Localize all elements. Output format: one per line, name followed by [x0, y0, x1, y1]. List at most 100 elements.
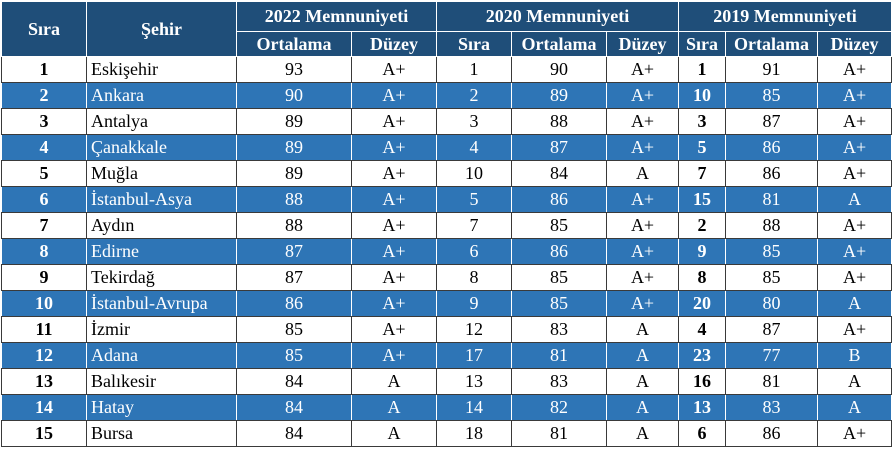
- cell-2022-duzey: A+: [351, 160, 437, 187]
- cell-2020-sira: 9: [436, 290, 512, 317]
- cell-city: Bursa: [86, 420, 237, 447]
- header-2022-ortalama: Ortalama: [236, 31, 352, 57]
- cell-2019-ortalama: 87: [725, 108, 819, 135]
- cell-2019-ortalama: 81: [725, 186, 819, 213]
- cell-2022-duzey: A+: [351, 56, 437, 83]
- cell-city: Edirne: [86, 238, 237, 265]
- cell-2020-ortalama: 86: [511, 238, 607, 265]
- header-2019-sira: Sıra: [678, 31, 727, 57]
- cell-city: Aydın: [86, 212, 237, 239]
- header-2020-sira: Sıra: [436, 31, 512, 57]
- table-row: 11 İzmir 85 A+ 12 83 A 4 87 A+: [1, 316, 892, 343]
- header-2020-duzey: Düzey: [605, 31, 680, 57]
- cell-2020-ortalama: 81: [511, 342, 607, 369]
- table-row: 12 Adana 85 A+ 17 81 A 23 77 B: [1, 342, 892, 369]
- cell-2020-duzey: A+: [605, 186, 680, 213]
- table-row: 8 Edirne 87 A+ 6 86 A+ 9 85 A+: [1, 238, 892, 265]
- header-2022-duzey: Düzey: [351, 31, 437, 57]
- cell-2020-sira: 7: [436, 212, 512, 239]
- header-sehir: Şehir: [86, 1, 237, 57]
- table-row: 9 Tekirdağ 87 A+ 8 85 A+ 8 85 A+: [1, 264, 892, 291]
- cell-2019-sira: 4: [678, 316, 727, 343]
- cell-2020-duzey: A: [605, 342, 680, 369]
- cell-2019-duzey: A+: [817, 238, 892, 265]
- header-2019: 2019 Memnuniyeti: [678, 1, 892, 32]
- cell-city: Hatay: [86, 394, 237, 421]
- cell-2019-ortalama: 88: [725, 212, 819, 239]
- cell-2022-duzey: A: [351, 420, 437, 447]
- cell-city: Eskişehir: [86, 56, 237, 83]
- cell-2019-ortalama: 80: [725, 290, 819, 317]
- cell-2022-duzey: A+: [351, 82, 437, 109]
- cell-2022-ortalama: 89: [236, 108, 352, 135]
- table-row: 10 İstanbul-Avrupa 86 A+ 9 85 A+ 20 80 A: [1, 290, 892, 317]
- cell-2019-sira: 20: [678, 290, 727, 317]
- cell-2019-ortalama: 83: [725, 394, 819, 421]
- table-row: 4 Çanakkale 89 A+ 4 87 A+ 5 86 A+: [1, 134, 892, 161]
- cell-2022-ortalama: 87: [236, 238, 352, 265]
- cell-2022-ortalama: 89: [236, 134, 352, 161]
- table-row: 6 İstanbul-Asya 88 A+ 5 86 A+ 15 81 A: [1, 186, 892, 213]
- cell-2020-sira: 10: [436, 160, 512, 187]
- table-row: 3 Antalya 89 A+ 3 88 A+ 3 87 A+: [1, 108, 892, 135]
- table-row: 5 Muğla 89 A+ 10 84 A 7 86 A+: [1, 160, 892, 187]
- cell-2020-ortalama: 87: [511, 134, 607, 161]
- cell-2020-duzey: A+: [605, 108, 680, 135]
- cell-2020-ortalama: 85: [511, 264, 607, 291]
- table-row: 15 Bursa 84 A 18 81 A 6 86 A+: [1, 420, 892, 447]
- cell-2020-sira: 3: [436, 108, 512, 135]
- cell-2019-ortalama: 77: [725, 342, 819, 369]
- cell-rank: 3: [1, 108, 87, 135]
- cell-2020-ortalama: 88: [511, 108, 607, 135]
- cell-2022-ortalama: 88: [236, 212, 352, 239]
- cell-rank: 14: [1, 394, 87, 421]
- cell-rank: 8: [1, 238, 87, 265]
- cell-2019-ortalama: 87: [725, 316, 819, 343]
- cell-2019-sira: 2: [678, 212, 727, 239]
- cell-city: İzmir: [86, 316, 237, 343]
- cell-2020-sira: 8: [436, 264, 512, 291]
- cell-2020-sira: 2: [436, 82, 512, 109]
- cell-2022-ortalama: 85: [236, 342, 352, 369]
- table-row: 13 Balıkesir 84 A 13 83 A 16 81 A: [1, 368, 892, 395]
- cell-2022-ortalama: 87: [236, 264, 352, 291]
- cell-2020-duzey: A+: [605, 82, 680, 109]
- cell-2020-sira: 13: [436, 368, 512, 395]
- cell-2020-duzey: A: [605, 316, 680, 343]
- cell-2020-duzey: A+: [605, 264, 680, 291]
- cell-2020-duzey: A+: [605, 134, 680, 161]
- cell-2020-sira: 12: [436, 316, 512, 343]
- cell-2020-ortalama: 83: [511, 368, 607, 395]
- cell-2022-ortalama: 86: [236, 290, 352, 317]
- cell-2022-duzey: A+: [351, 134, 437, 161]
- cell-2020-sira: 5: [436, 186, 512, 213]
- cell-2019-sira: 9: [678, 238, 727, 265]
- cell-2022-ortalama: 85: [236, 316, 352, 343]
- cell-city: Tekirdağ: [86, 264, 237, 291]
- header-2022: 2022 Memnuniyeti: [236, 1, 437, 32]
- cell-2019-sira: 6: [678, 420, 727, 447]
- cell-city: Ankara: [86, 82, 237, 109]
- table-row: 1 Eskişehir 93 A+ 1 90 A+ 1 91 A+: [1, 56, 892, 83]
- cell-2022-duzey: A+: [351, 342, 437, 369]
- cell-city: Muğla: [86, 160, 237, 187]
- cell-2020-sira: 6: [436, 238, 512, 265]
- cell-2019-duzey: A+: [817, 420, 892, 447]
- cell-2019-ortalama: 85: [725, 82, 819, 109]
- cell-2019-duzey: A+: [817, 56, 892, 83]
- cell-2020-ortalama: 81: [511, 420, 607, 447]
- table-row: 14 Hatay 84 A 14 82 A 13 83 A: [1, 394, 892, 421]
- cell-2022-ortalama: 84: [236, 394, 352, 421]
- cell-2020-ortalama: 84: [511, 160, 607, 187]
- cell-rank: 7: [1, 212, 87, 239]
- cell-2019-ortalama: 85: [725, 238, 819, 265]
- cell-2022-duzey: A+: [351, 264, 437, 291]
- cell-2020-sira: 1: [436, 56, 512, 83]
- cell-2022-ortalama: 88: [236, 186, 352, 213]
- cell-rank: 10: [1, 290, 87, 317]
- cell-2019-sira: 5: [678, 134, 727, 161]
- cell-2019-sira: 7: [678, 160, 727, 187]
- cell-rank: 6: [1, 186, 87, 213]
- cell-2022-duzey: A+: [351, 212, 437, 239]
